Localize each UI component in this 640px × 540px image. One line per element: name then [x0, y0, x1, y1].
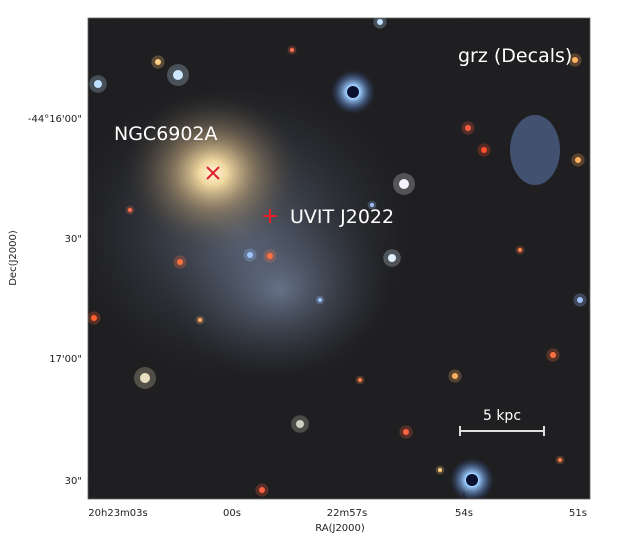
star — [481, 147, 487, 153]
star — [247, 252, 253, 258]
x-tick-label: 20h23m03s — [88, 508, 147, 519]
sky-image — [88, 18, 590, 499]
star — [296, 420, 304, 428]
star — [575, 157, 581, 163]
x-marker — [206, 166, 220, 180]
star — [577, 297, 583, 303]
star — [94, 80, 102, 88]
star — [177, 259, 183, 265]
star — [452, 373, 458, 379]
star — [370, 203, 374, 207]
star — [572, 57, 578, 63]
star — [558, 458, 562, 462]
plus-marker — [263, 209, 277, 223]
star — [377, 19, 383, 25]
star — [399, 179, 409, 189]
star — [358, 378, 362, 382]
y-tick-label: -44°16'00" — [28, 114, 82, 125]
star — [128, 208, 132, 212]
tick-marks — [88, 18, 590, 499]
star — [155, 59, 161, 65]
star — [140, 373, 150, 383]
x-tick-label: 00s — [223, 508, 241, 519]
x-tick-label: 51s — [569, 508, 587, 519]
x-axis-label: RA(J2000) — [315, 523, 365, 534]
x-tick-label: 22m57s — [327, 508, 367, 519]
y-tick-label: 30" — [65, 476, 82, 487]
y-tick-label: 17'00" — [49, 354, 82, 365]
y-axis-label: Dec(J2000) — [8, 230, 19, 286]
star — [267, 253, 273, 259]
x-tick-label: 54s — [455, 508, 473, 519]
star — [518, 248, 522, 252]
star — [318, 298, 322, 302]
star — [91, 315, 97, 321]
annotation: UVIT J2022 — [290, 206, 394, 228]
star — [290, 48, 294, 52]
band-label: grz (Decals) — [458, 45, 572, 67]
star — [173, 70, 183, 80]
frame — [87, 17, 591, 500]
annotation: NGC6902A — [114, 123, 218, 145]
star — [198, 318, 202, 322]
star — [438, 468, 442, 472]
star — [259, 487, 265, 493]
star — [388, 254, 396, 262]
star — [465, 125, 471, 131]
y-tick-label: 30" — [65, 234, 82, 245]
star — [403, 429, 409, 435]
scale-bar-label: 5 kpc — [483, 408, 521, 424]
star — [550, 352, 556, 358]
